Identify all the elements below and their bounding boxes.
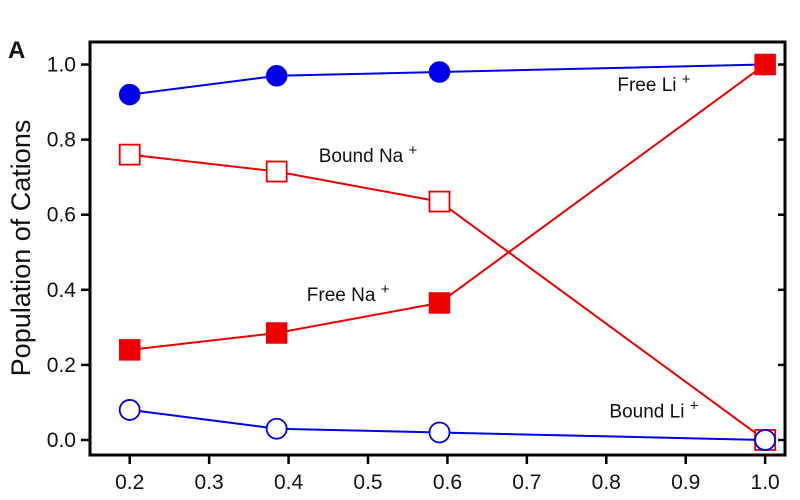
annotation-bound-na: Bound Na + xyxy=(319,142,418,167)
point-bound-li xyxy=(428,421,451,444)
x-tick-label: 0.3 xyxy=(195,471,224,494)
y-tick-label: 0.2 xyxy=(47,354,76,377)
point-bound-na xyxy=(428,190,451,213)
point-free-na xyxy=(754,53,776,76)
y-tick-label: 0.4 xyxy=(47,279,77,302)
y-axis-label: Population of Cations xyxy=(6,120,36,377)
series-line-bound-li xyxy=(129,408,766,441)
annotation-bound-li: Bound Li + xyxy=(609,397,698,422)
point-free-li xyxy=(428,61,451,83)
plot-frame xyxy=(88,40,787,457)
y-tick-label: 0.0 xyxy=(47,429,76,452)
annotation-free-li: Free Li + xyxy=(617,71,690,96)
point-free-na xyxy=(428,292,451,314)
y-tick-label: 1.0 xyxy=(47,54,76,77)
point-free-na xyxy=(118,339,141,361)
point-bound-li xyxy=(118,399,141,421)
x-tick-label: 0.6 xyxy=(433,471,462,494)
point-bound-li xyxy=(265,417,288,440)
series-line-free-li xyxy=(129,63,766,96)
x-tick-label: 0.8 xyxy=(592,471,621,494)
panel-label: A xyxy=(8,37,25,64)
x-tick-label: 0.4 xyxy=(274,471,304,494)
x-tick-label: 0.5 xyxy=(353,471,382,494)
x-tick-label: 0.7 xyxy=(512,471,541,494)
point-bound-na xyxy=(265,160,288,183)
point-free-li xyxy=(118,83,141,106)
series-line-bound-na xyxy=(129,153,766,441)
y-tick-label: 0.8 xyxy=(47,129,76,152)
x-tick-label: 0.9 xyxy=(671,471,700,494)
x-tick-label: 1.0 xyxy=(751,471,780,494)
point-free-li xyxy=(265,65,288,87)
annotation-free-na: Free Na + xyxy=(307,281,390,306)
point-bound-li xyxy=(754,429,777,451)
x-tick-label: 0.2 xyxy=(115,471,144,494)
point-free-na xyxy=(265,322,288,344)
point-bound-na xyxy=(118,143,141,166)
y-tick-label: 0.6 xyxy=(47,204,76,227)
series-line-free-na xyxy=(129,63,766,351)
